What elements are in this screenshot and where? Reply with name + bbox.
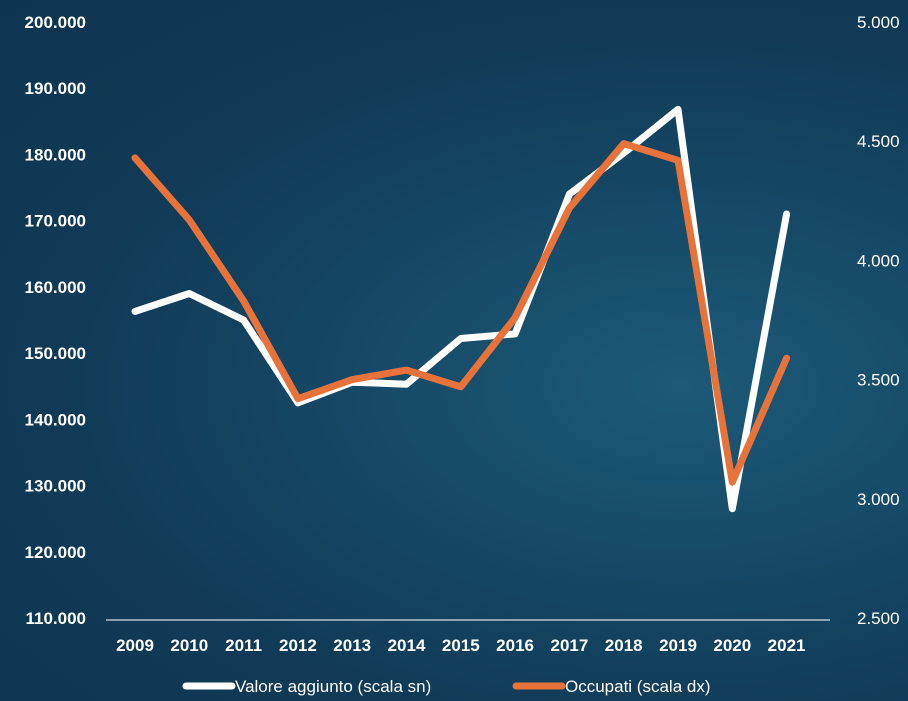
x-tick-label: 2018: [605, 636, 643, 655]
y-left-tick-label: 170.000: [25, 212, 86, 231]
legend-label: Occupati (scala dx): [565, 677, 711, 696]
series-line-occupati: [131, 140, 791, 486]
x-tick-label: 2011: [225, 636, 262, 655]
x-tick-label: 2009: [116, 636, 154, 655]
x-tick-label: 2013: [333, 636, 371, 655]
y-left-tick-label: 190.000: [25, 79, 86, 98]
y-left-tick-label: 140.000: [25, 410, 86, 429]
series-line-valore-aggiunto: [131, 105, 791, 513]
x-tick-label: 2015: [442, 636, 480, 655]
x-tick-label: 2020: [713, 636, 751, 655]
y-left-tick-label: 200.000: [25, 13, 86, 32]
y-right-tick-label: 3.500: [857, 371, 900, 390]
y-right-tick-label: 4.500: [857, 132, 900, 151]
x-tick-label: 2017: [550, 636, 588, 655]
y-left-tick-label: 160.000: [25, 278, 86, 297]
x-tick-label: 2016: [496, 636, 534, 655]
y-left-tick-label: 180.000: [25, 145, 86, 164]
x-tick-label: 2010: [170, 636, 208, 655]
legend-label: Valore aggiunto (scala sn): [235, 677, 431, 696]
x-tick-label: 2021: [768, 636, 806, 655]
y-right-tick-label: 4.000: [857, 251, 900, 270]
y-right-tick-label: 3.000: [857, 490, 900, 509]
y-left-tick-label: 110.000: [25, 609, 86, 628]
x-tick-label: 2019: [659, 636, 697, 655]
y-left-tick-label: 120.000: [25, 543, 86, 562]
y-left-tick-label: 130.000: [25, 477, 86, 496]
y-right-tick-label: 2.500: [857, 609, 900, 628]
y-left-tick-label: 150.000: [25, 344, 86, 363]
y-right-tick-label: 5.000: [857, 13, 900, 32]
x-tick-label: 2012: [279, 636, 317, 655]
x-tick-label: 2014: [388, 636, 426, 655]
